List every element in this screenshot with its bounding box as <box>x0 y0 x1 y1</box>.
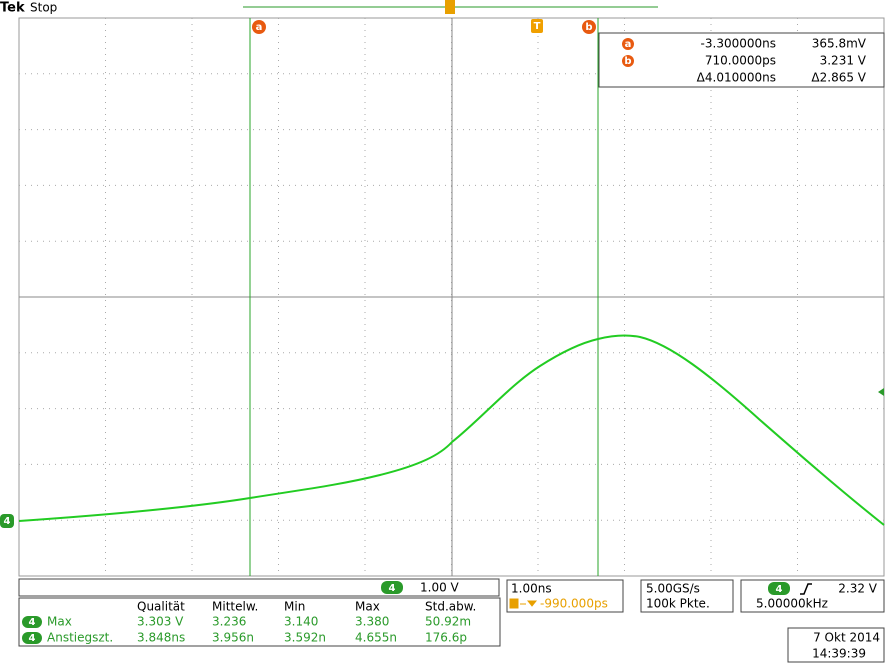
measurement-value: 3.592n <box>284 631 326 645</box>
readout-a-badge <box>622 38 634 50</box>
cursor-b-label: b <box>585 22 592 33</box>
measurement-value: 3.140 <box>284 615 318 629</box>
measurement-value: 176.6p <box>425 631 467 645</box>
measurement-value: 3.956n <box>212 631 254 645</box>
readout-b-voltage: 3.231 V <box>820 54 867 68</box>
cursor-a-label: a <box>256 22 263 33</box>
measurement-value: 3.303 V <box>137 615 184 629</box>
channel-bar <box>18 578 500 597</box>
measurement-value: 3.380 <box>355 615 389 629</box>
trigger-box <box>740 579 885 613</box>
measurement-channel: 4 <box>29 633 36 644</box>
measurement-column-header: Max <box>355 600 380 614</box>
channel-scale-value: 1.00 V <box>420 581 460 595</box>
trigger-channel: 4 <box>776 584 783 595</box>
measurement-channel-badge <box>22 632 42 644</box>
measurement-value: 50.92m <box>425 615 471 629</box>
measurement-value: 3.848ns <box>137 631 185 645</box>
readout-b-time: 710.0000ps <box>705 54 776 68</box>
cursor-b-badge <box>582 20 596 34</box>
trigger-level-arrow <box>878 388 884 396</box>
trigger-slope-icon <box>800 583 812 595</box>
status: Stop <box>30 1 57 15</box>
readout-b-badge <box>622 55 634 67</box>
waveform <box>18 334 885 526</box>
measurement-name: Anstiegszt. <box>47 631 113 645</box>
measurement-value: 3.236 <box>212 615 246 629</box>
measurement-column-header: Mittelw. <box>212 600 258 614</box>
readout-a-voltage: 365.8mV <box>812 37 867 51</box>
trigger-channel-badge <box>768 582 790 595</box>
measurement-name: Max <box>47 615 72 629</box>
readout-a-time: -3.300000ns <box>701 37 776 51</box>
time: 14:39:39 <box>812 647 866 661</box>
measurement-channel-badge <box>22 616 42 628</box>
trigger-position-marker <box>445 0 455 14</box>
brand: Tek <box>0 1 25 16</box>
timebase-icon <box>509 598 538 609</box>
timebase-scale: 1.00ns <box>511 582 552 596</box>
measurement-channel: 4 <box>29 617 36 628</box>
channel-marker <box>0 514 14 528</box>
cursor-readout-box <box>598 32 885 88</box>
datetime-box <box>787 627 885 663</box>
cursor-a-badge <box>252 20 266 34</box>
readout-delta-time: Δ4.010000ns <box>697 71 776 85</box>
measurement-table: Qualität Mittelw. Min Max Std.abw. 4 Max 3.303 … <box>22 600 476 645</box>
trigger-frequency: 5.00000kHz <box>756 597 828 611</box>
timebase-box <box>506 579 624 613</box>
readout-delta-voltage: Δ2.865 V <box>811 71 866 85</box>
readout-b-label: b <box>624 56 631 67</box>
channel-scale-channel: 4 <box>389 583 396 594</box>
acquisition-box <box>640 579 734 613</box>
trigger-badge <box>531 19 543 33</box>
measurement-column-header: Min <box>284 600 305 614</box>
measurement-box <box>18 597 501 647</box>
measurement-column-header: Qualität <box>137 600 185 614</box>
trigger-level: 2.32 V <box>838 582 878 596</box>
date: 7 Okt 2014 <box>813 631 880 645</box>
measurement-column-header: Std.abw. <box>425 600 476 614</box>
trigger-label: T <box>534 21 541 32</box>
channel-marker-label: 4 <box>4 516 11 527</box>
channel-scale-badge <box>381 581 403 594</box>
measurement-value: 4.655n <box>355 631 397 645</box>
timebase-position: -990.000ps <box>540 597 608 611</box>
record-length: 100k Pkte. <box>646 597 710 611</box>
readout-a-label: a <box>625 39 632 50</box>
sample-rate: 5.00GS/s <box>646 582 700 596</box>
